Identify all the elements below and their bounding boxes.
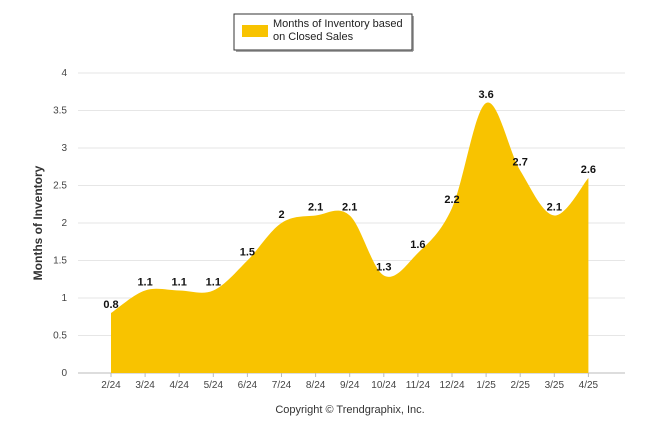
x-tick-label: 5/24 xyxy=(204,380,224,391)
y-axis-title: Months of Inventory xyxy=(31,165,45,280)
data-label: 2.7 xyxy=(513,157,528,169)
x-tick-label: 4/25 xyxy=(579,380,599,391)
x-tick-label: 2/25 xyxy=(510,380,530,391)
x-tick-label: 11/24 xyxy=(406,380,431,391)
y-axis: 0 0.5 1 1.5 2 2.5 3 3.5 4 xyxy=(53,68,67,379)
x-tick-label: 1/25 xyxy=(476,380,496,391)
copyright-credit: Copyright © Trendgraphix, Inc. xyxy=(275,404,424,416)
y-tick-label: 0 xyxy=(61,368,67,379)
area-fill xyxy=(111,102,589,373)
y-tick-label: 3 xyxy=(61,143,67,154)
data-label: 1.1 xyxy=(172,277,187,289)
data-label: 0.8 xyxy=(103,299,118,311)
x-tick-label: 6/24 xyxy=(238,380,258,391)
data-label: 2.6 xyxy=(581,164,596,176)
x-axis: 2/24 3/24 4/24 5/24 6/24 7/24 8/24 9/24 10/24 11/… xyxy=(101,373,599,391)
x-tick-label: 3/24 xyxy=(135,380,155,391)
data-label: 2.1 xyxy=(342,202,357,214)
y-tick-label: 2 xyxy=(61,218,67,229)
data-label: 2.1 xyxy=(547,202,562,214)
legend-label-line2: on Closed Sales xyxy=(273,31,354,43)
data-label: 1.3 xyxy=(376,262,391,274)
x-tick-label: 2/24 xyxy=(101,380,121,391)
data-label: 1.1 xyxy=(206,277,221,289)
y-tick-label: 0.5 xyxy=(53,331,67,342)
x-tick-label: 3/25 xyxy=(545,380,565,391)
data-label: 1.5 xyxy=(240,247,255,259)
y-tick-label: 3.5 xyxy=(53,106,67,117)
legend: Months of Inventory based on Closed Sale… xyxy=(233,13,414,52)
data-label: 3.6 xyxy=(478,89,493,101)
x-tick-label: 9/24 xyxy=(340,380,360,391)
data-label: 2 xyxy=(278,209,284,221)
y-tick-label: 1.5 xyxy=(53,256,67,267)
x-tick-label: 12/24 xyxy=(439,380,464,391)
data-label: 1.1 xyxy=(137,277,152,289)
y-tick-label: 1 xyxy=(61,293,67,304)
legend-label-line1: Months of Inventory based xyxy=(273,18,403,30)
legend-swatch xyxy=(242,25,268,37)
data-label: 2.2 xyxy=(444,194,459,206)
y-tick-label: 4 xyxy=(61,68,67,79)
x-tick-label: 10/24 xyxy=(371,380,396,391)
data-label: 2.1 xyxy=(308,202,323,214)
series-area xyxy=(111,102,589,373)
y-tick-label: 2.5 xyxy=(53,181,67,192)
x-tick-label: 8/24 xyxy=(306,380,326,391)
x-tick-label: 4/24 xyxy=(169,380,189,391)
data-label: 1.6 xyxy=(410,239,425,251)
data-labels: 0.8 1.1 1.1 1.1 1.5 2 2.1 2.1 1.3 1.6 2.2 3.6 2.7 2.1… xyxy=(103,89,596,311)
x-tick-label: 7/24 xyxy=(272,380,292,391)
